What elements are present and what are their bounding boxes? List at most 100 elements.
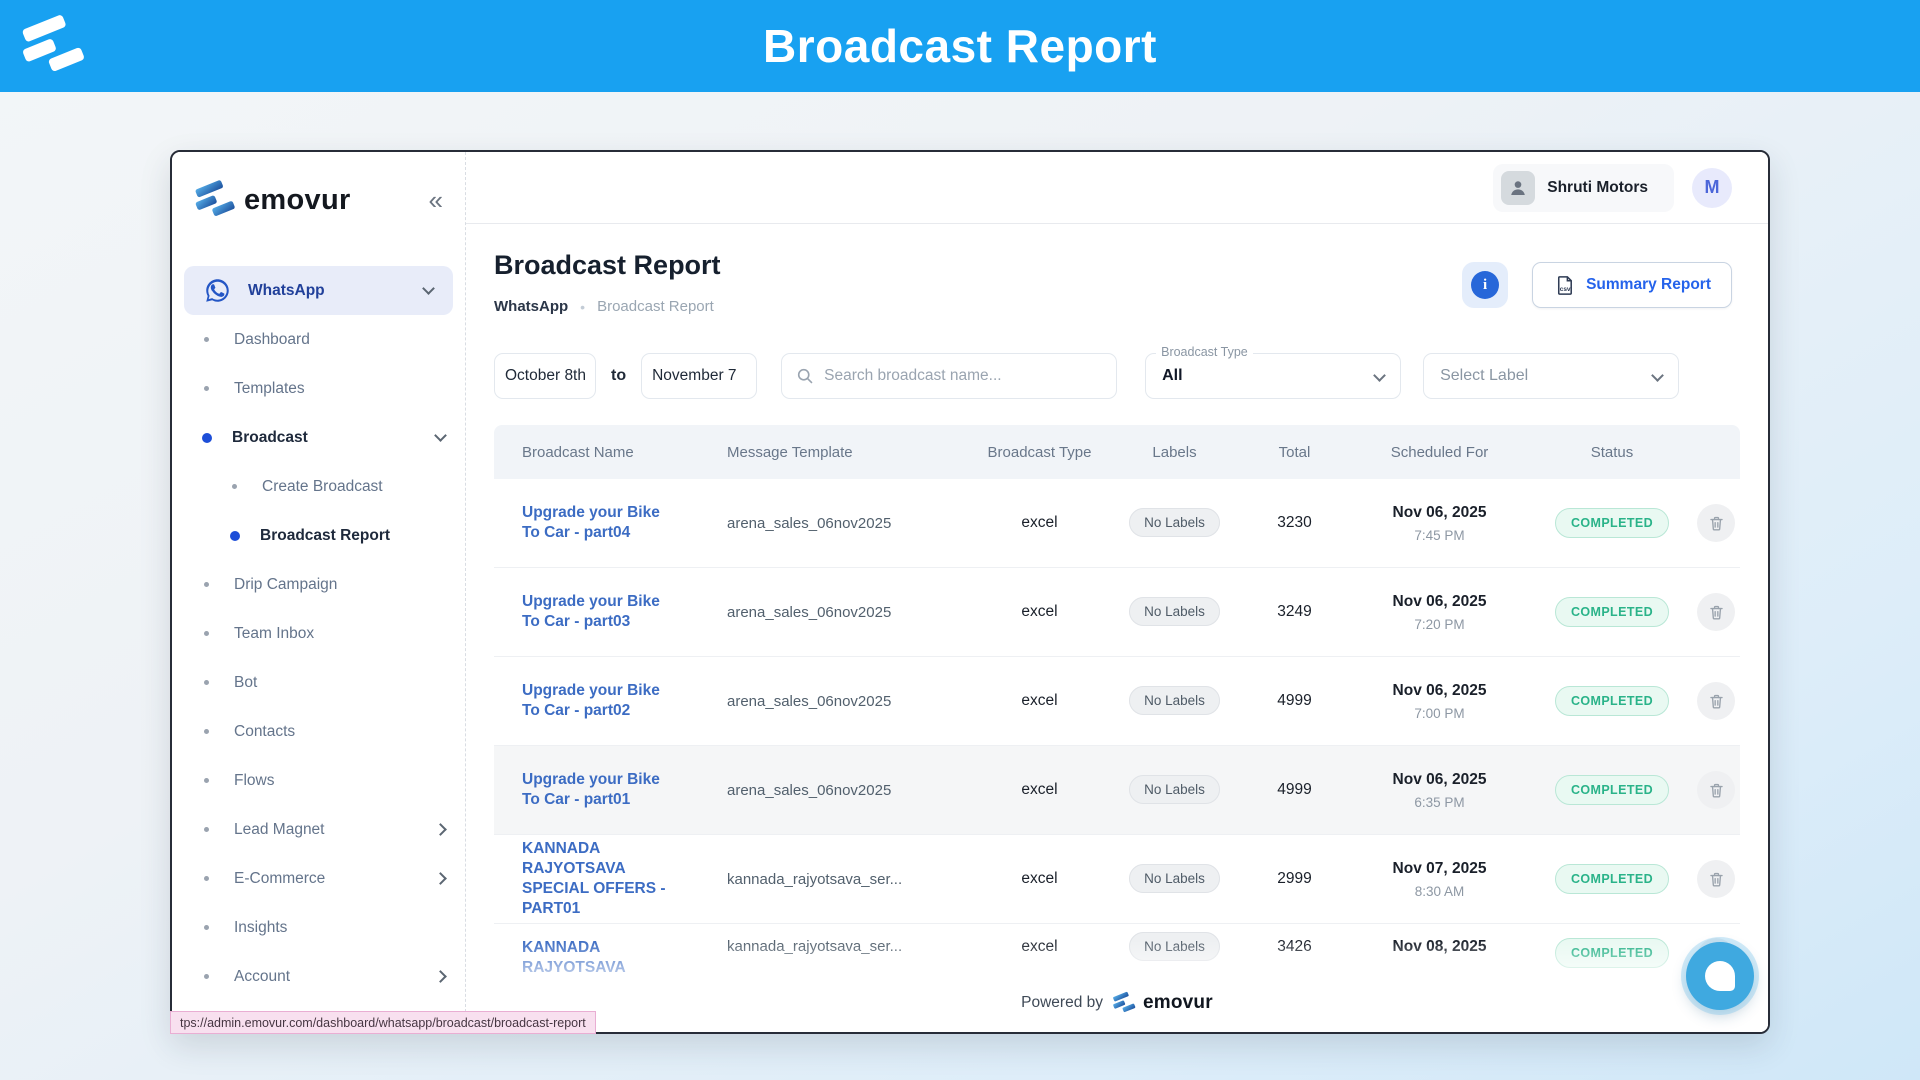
chevron-down-icon	[434, 429, 447, 442]
table-row: Upgrade your Bike To Car - part04 arena_s…	[494, 479, 1740, 568]
sidebar-item-label: Insights	[234, 918, 288, 936]
date-from-input[interactable]	[494, 353, 596, 399]
sidebar-item-e-commerce[interactable]: E-Commerce	[172, 854, 465, 903]
delete-button[interactable]	[1697, 682, 1735, 720]
column-header: Message Template	[727, 443, 853, 461]
app-window: emovur « WhatsApp Dashboard Templates Broad…	[170, 150, 1770, 1034]
user-icon	[1501, 170, 1536, 205]
info-button[interactable]: i	[1462, 262, 1509, 308]
broadcast-name-link[interactable]: Upgrade your Bike To Car - part01	[522, 770, 660, 808]
breadcrumb-root[interactable]: WhatsApp	[494, 298, 569, 315]
label-select-placeholder: Select Label	[1440, 367, 1529, 384]
total-count: 3249	[1277, 603, 1312, 620]
search-box[interactable]	[781, 353, 1118, 399]
sidebar-item-templates[interactable]: Templates	[172, 364, 465, 413]
sidebar-item-broadcast-report[interactable]: Broadcast Report	[172, 511, 465, 560]
broadcast-type: excel	[1021, 781, 1058, 798]
table-row: Upgrade your Bike To Car - part02 arena_s…	[494, 657, 1740, 746]
sidebar-item-label: E-Commerce	[234, 869, 326, 887]
delete-button[interactable]	[1697, 860, 1735, 898]
sidebar-item-drip-campaign[interactable]: Drip Campaign	[172, 560, 465, 609]
sidebar-nav: WhatsApp Dashboard Templates Broadcast Creat…	[172, 266, 465, 1001]
sidebar-item-account[interactable]: Account	[172, 952, 465, 1001]
sidebar-item-label: Templates	[234, 379, 305, 397]
active-dot-icon	[202, 432, 212, 443]
sidebar-item-label: Broadcast Report	[260, 526, 391, 544]
scheduled-for: Nov 06, 2025 7:45 PM	[1393, 504, 1487, 543]
status-badge: COMPLETED	[1554, 597, 1670, 627]
total-count: 3230	[1277, 514, 1312, 531]
date-range-separator: to	[611, 367, 627, 384]
chevron-down-icon	[1373, 368, 1386, 382]
account-switcher[interactable]: Shruti Motors	[1493, 163, 1674, 212]
scheduled-time: 7:20 PM	[1414, 616, 1465, 632]
bullet-icon	[204, 778, 209, 783]
total-count: 4999	[1277, 781, 1312, 798]
avatar[interactable]: M	[1692, 167, 1732, 208]
sidebar-item-flows[interactable]: Flows	[172, 756, 465, 805]
delete-button[interactable]	[1697, 593, 1735, 631]
chevron-right-icon	[434, 823, 447, 836]
emovur-logo-icon	[195, 180, 235, 216]
trash-icon	[1709, 872, 1723, 887]
bullet-icon	[204, 631, 209, 636]
scheduled-time: 6:35 PM	[1414, 794, 1465, 810]
page-header: Broadcast Report WhatsApp • Broadcast Re…	[466, 224, 1768, 315]
broadcast-type-value: All	[1162, 367, 1183, 384]
top-banner: Broadcast Report	[0, 0, 1920, 92]
sidebar-item-create-broadcast[interactable]: Create Broadcast	[172, 462, 465, 511]
delete-button[interactable]	[1697, 771, 1735, 809]
breadcrumb: WhatsApp • Broadcast Report	[494, 298, 721, 315]
status-badge: COMPLETED	[1554, 508, 1670, 538]
scheduled-date: Nov 07, 2025	[1392, 859, 1487, 877]
label-select[interactable]: Select Label	[1423, 353, 1680, 399]
account-name: Shruti Motors	[1547, 178, 1648, 196]
sidebar-item-whatsapp[interactable]: WhatsApp	[184, 266, 453, 315]
chevron-down-icon	[1651, 368, 1664, 382]
sidebar-item-label: Flows	[234, 771, 275, 789]
labels-badge: No Labels	[1129, 597, 1220, 626]
whatsapp-icon	[204, 277, 231, 304]
footer-brand: emovur	[1143, 992, 1213, 1013]
delete-button[interactable]	[1697, 504, 1735, 542]
sidebar-item-insights[interactable]: Insights	[172, 903, 465, 952]
scheduled-for: Nov 06, 2025 6:35 PM	[1393, 771, 1487, 810]
status-badge: COMPLETED	[1554, 775, 1670, 805]
sidebar-item-contacts[interactable]: Contacts	[172, 707, 465, 756]
svg-text:csv: csv	[1560, 285, 1571, 292]
date-to-input[interactable]	[641, 353, 758, 399]
summary-report-button[interactable]: csv Summary Report	[1532, 262, 1732, 308]
chat-bubble-icon	[1705, 961, 1735, 991]
sidebar-item-broadcast[interactable]: Broadcast	[172, 413, 465, 462]
scheduled-date: Nov 06, 2025	[1392, 681, 1487, 699]
bullet-icon	[204, 680, 209, 685]
total-count: 2999	[1277, 870, 1312, 887]
sidebar-item-label: WhatsApp	[248, 281, 325, 299]
search-input[interactable]	[824, 367, 1103, 385]
labels-badge: No Labels	[1129, 508, 1220, 537]
sidebar: emovur « WhatsApp Dashboard Templates Broad…	[172, 152, 466, 1032]
sidebar-item-label: Drip Campaign	[234, 575, 338, 593]
message-template: kannada_rajyotsava_ser...	[727, 870, 903, 888]
column-header: Total	[1278, 443, 1311, 461]
broadcast-name-link[interactable]: Upgrade your Bike To Car - part03	[522, 592, 660, 630]
sidebar-item-label: Bot	[234, 673, 258, 691]
broadcast-name-link[interactable]: KANNADA RAJYOTSAVA SPECIAL OFFERS - PART…	[522, 839, 666, 918]
broadcast-type: excel	[1021, 603, 1058, 620]
sidebar-item-label: Account	[234, 967, 291, 985]
bullet-icon	[204, 925, 209, 930]
broadcast-type-select[interactable]: Broadcast Type All	[1145, 345, 1402, 399]
labels-badge: No Labels	[1129, 864, 1220, 893]
labels-badge: No Labels	[1129, 775, 1220, 804]
sidebar-item-team-inbox[interactable]: Team Inbox	[172, 609, 465, 658]
sidebar-item-bot[interactable]: Bot	[172, 658, 465, 707]
chat-launcher-button[interactable]	[1686, 942, 1754, 1010]
table-row: KANNADA RAJYOTSAVA SPECIAL OFFERS - PART…	[494, 835, 1740, 924]
sidebar-item-lead-magnet[interactable]: Lead Magnet	[172, 805, 465, 854]
collapse-sidebar-icon[interactable]: «	[428, 185, 443, 215]
sidebar-item-dashboard[interactable]: Dashboard	[172, 315, 465, 364]
broadcast-name-link[interactable]: Upgrade your Bike To Car - part02	[522, 681, 660, 719]
broadcast-name-link[interactable]: Upgrade your Bike To Car - part04	[522, 503, 660, 541]
column-header: Scheduled For	[1390, 443, 1489, 461]
table-row: Upgrade your Bike To Car - part01 arena_s…	[494, 746, 1740, 835]
